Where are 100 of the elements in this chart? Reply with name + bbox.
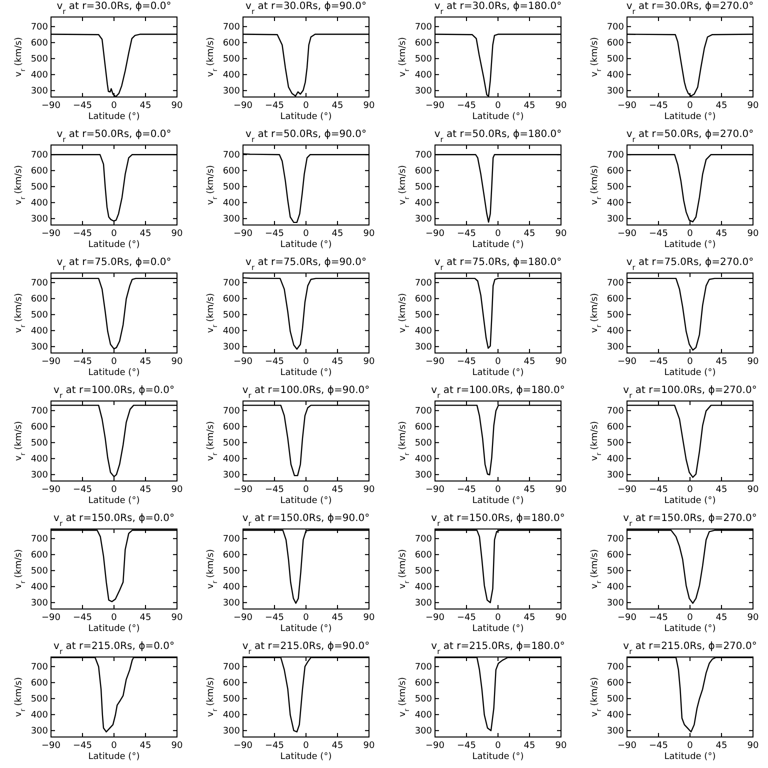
- x-tick-label: −45: [649, 229, 668, 239]
- x-axis-title: Latitude (°): [88, 752, 140, 762]
- x-axis-title: Latitude (°): [664, 624, 716, 634]
- x-tick-label: −45: [457, 229, 476, 239]
- x-tick-label: 0: [303, 613, 310, 623]
- line-series: [50, 404, 178, 478]
- y-tick-label: 500: [222, 566, 240, 577]
- x-axis-title: Latitude (°): [280, 752, 332, 762]
- x-tick-label: −45: [265, 741, 284, 751]
- x-tick-label: 90: [363, 613, 375, 623]
- y-tick-label: 400: [606, 70, 624, 81]
- y-tick-label: 400: [222, 70, 240, 81]
- y-tick-label: 300: [606, 86, 624, 97]
- x-tick-label: −45: [265, 357, 284, 367]
- y-tick-label: 300: [414, 470, 432, 481]
- x-tick-label: −45: [265, 613, 284, 623]
- x-tick-label: −90: [42, 229, 61, 239]
- x-axis-title: Latitude (°): [280, 240, 332, 250]
- x-tick-label: 45: [332, 485, 344, 495]
- x-tick-label: 90: [747, 357, 759, 367]
- y-tick-label: 700: [30, 22, 48, 33]
- y-tick-label: 300: [414, 214, 432, 225]
- x-tick-label: −45: [265, 101, 284, 111]
- y-tick-label: 300: [606, 214, 624, 225]
- x-tick-label: −90: [426, 485, 445, 495]
- y-tick-label: 300: [222, 598, 240, 609]
- x-tick-label: −90: [426, 229, 445, 239]
- x-tick-label: 45: [524, 229, 536, 239]
- x-tick-label: −45: [265, 485, 284, 495]
- x-tick-label: 0: [303, 357, 310, 367]
- y-tick-label: 700: [222, 406, 240, 417]
- x-tick-label: −45: [73, 741, 92, 751]
- x-tick-label: 45: [140, 229, 152, 239]
- y-tick-label: 600: [30, 550, 48, 561]
- x-axis-title: Latitude (°): [664, 752, 716, 762]
- y-tick-label: 300: [606, 598, 624, 609]
- y-tick-label: 500: [222, 182, 240, 193]
- x-tick-label: −90: [618, 229, 637, 239]
- x-axis-title: Latitude (°): [472, 240, 524, 250]
- chart-title: v$_{r}$ at r=150.0Rs, ϕ=270.0°: [623, 513, 757, 528]
- x-tick-label: −90: [618, 357, 637, 367]
- x-tick-label: 90: [555, 485, 567, 495]
- chart-title: v$_{r}$ at r=215.0Rs, ϕ=0.0°: [54, 641, 174, 656]
- x-tick-label: 45: [524, 741, 536, 751]
- y-tick-label: 400: [30, 710, 48, 721]
- y-tick-label: 500: [414, 310, 432, 321]
- x-tick-label: 45: [332, 101, 344, 111]
- x-tick-label: 45: [716, 101, 728, 111]
- x-tick-label: 45: [332, 357, 344, 367]
- y-tick-label: 400: [222, 710, 240, 721]
- y-tick-label: 500: [414, 182, 432, 193]
- y-tick-label: 300: [222, 470, 240, 481]
- y-tick-label: 500: [606, 310, 624, 321]
- y-tick-label: 700: [606, 278, 624, 289]
- x-axis-title: Latitude (°): [472, 368, 524, 378]
- x-tick-label: 0: [111, 101, 118, 111]
- y-tick-label: 300: [30, 726, 48, 737]
- y-tick-label: 500: [30, 566, 48, 577]
- y-tick-label: 400: [606, 454, 624, 465]
- y-tick-label: 400: [414, 582, 432, 593]
- x-tick-label: 45: [140, 357, 152, 367]
- x-tick-label: 45: [140, 485, 152, 495]
- x-tick-label: 0: [303, 229, 310, 239]
- y-tick-label: 500: [606, 694, 624, 705]
- y-tick-label: 500: [606, 182, 624, 193]
- x-axis-title: Latitude (°): [664, 112, 716, 122]
- x-tick-label: 90: [363, 229, 375, 239]
- y-tick-label: 500: [606, 54, 624, 65]
- y-tick-label: 700: [414, 406, 432, 417]
- x-tick-label: 90: [171, 229, 183, 239]
- y-tick-label: 300: [606, 726, 624, 737]
- x-tick-label: 90: [171, 485, 183, 495]
- y-tick-label: 300: [30, 342, 48, 353]
- x-axis-title: Latitude (°): [664, 496, 716, 506]
- y-tick-label: 300: [414, 598, 432, 609]
- y-tick-label: 500: [606, 438, 624, 449]
- x-tick-label: 0: [495, 613, 502, 623]
- x-tick-label: 0: [495, 485, 502, 495]
- x-tick-label: −90: [618, 613, 637, 623]
- chart-title: v$_{r}$ at r=50.0Rs, ϕ=270.0°: [626, 129, 754, 144]
- x-tick-label: 0: [687, 229, 694, 239]
- y-tick-label: 500: [222, 310, 240, 321]
- y-tick-label: 600: [414, 550, 432, 561]
- x-tick-label: −90: [234, 229, 253, 239]
- y-tick-label: 400: [606, 198, 624, 209]
- y-tick-label: 500: [30, 182, 48, 193]
- x-tick-label: 0: [687, 357, 694, 367]
- chart-title: v$_{r}$ at r=30.0Rs, ϕ=180.0°: [434, 1, 562, 16]
- y-tick-label: 300: [606, 470, 624, 481]
- y-tick-label: 300: [606, 342, 624, 353]
- y-tick-label: 600: [30, 166, 48, 177]
- x-axis-title: Latitude (°): [280, 624, 332, 634]
- y-tick-label: 600: [606, 678, 624, 689]
- y-tick-label: 400: [414, 326, 432, 337]
- y-tick-label: 400: [30, 198, 48, 209]
- y-tick-label: 300: [414, 86, 432, 97]
- y-tick-label: 600: [414, 678, 432, 689]
- x-tick-label: −90: [42, 741, 61, 751]
- y-tick-label: 700: [30, 278, 48, 289]
- x-tick-label: −90: [234, 357, 253, 367]
